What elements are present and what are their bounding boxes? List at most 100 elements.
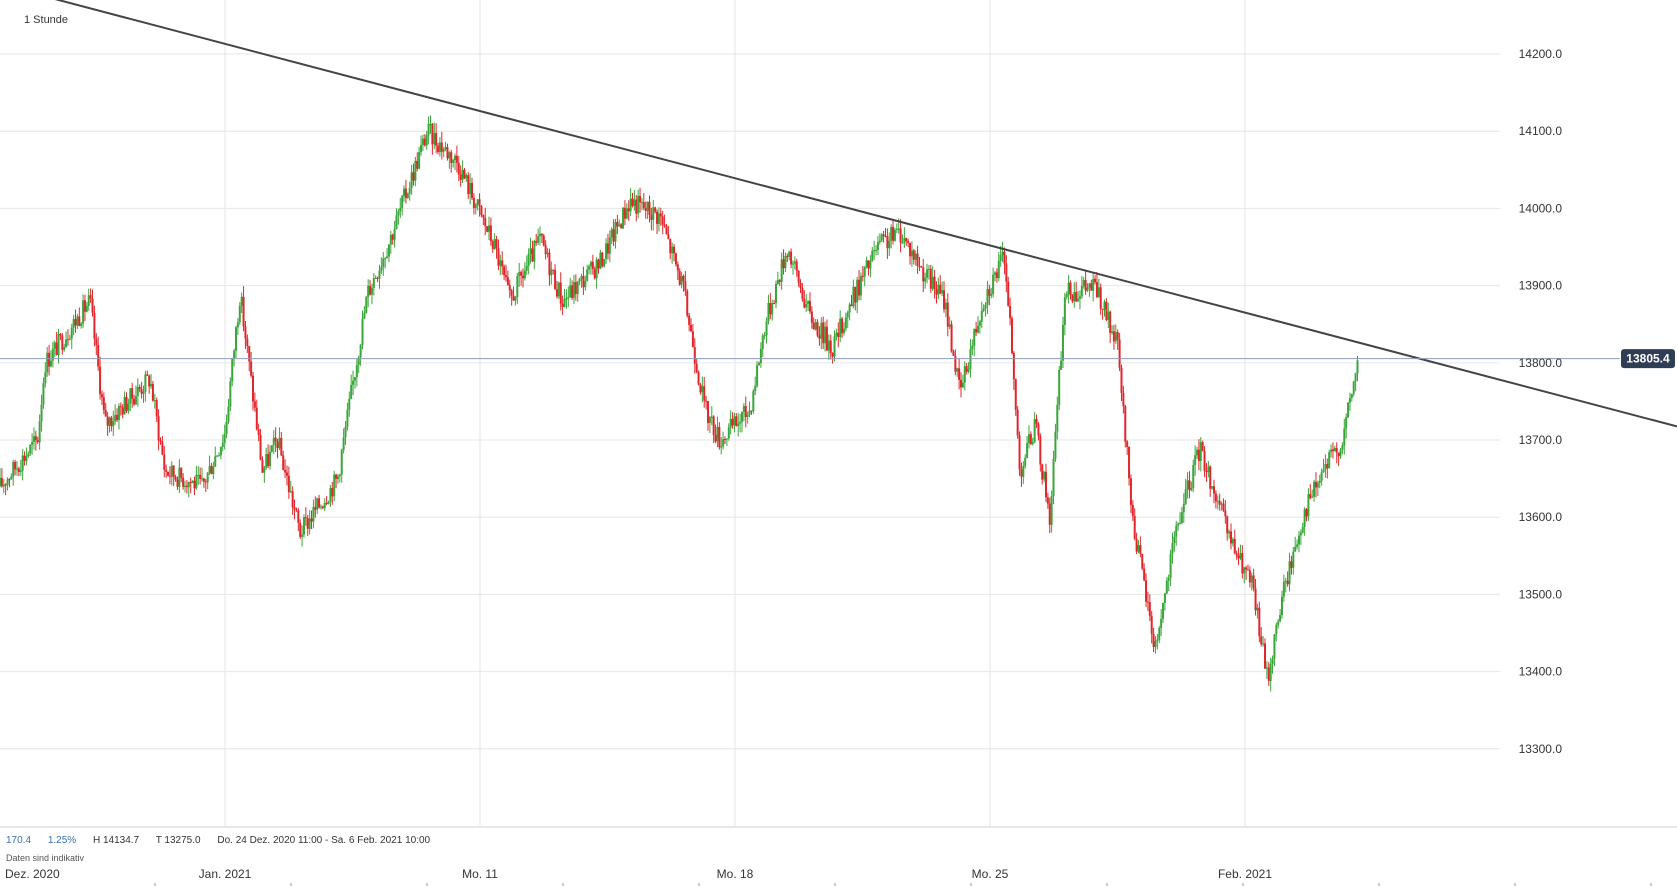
- candle-body: [1294, 546, 1297, 552]
- candle-body: [80, 323, 83, 326]
- candle-body: [1241, 553, 1244, 574]
- candle-body: [370, 287, 373, 295]
- candle-body: [421, 138, 424, 145]
- candle-body: [1095, 282, 1098, 298]
- candle-body: [444, 147, 447, 150]
- low-value: T 13275.0: [155, 835, 201, 846]
- candle-body: [395, 215, 398, 229]
- candle-body: [1288, 561, 1291, 585]
- candle-body: [506, 277, 509, 286]
- candle-body: [304, 517, 307, 519]
- candle-body: [1139, 545, 1142, 554]
- candle-body: [461, 169, 464, 180]
- candle-body: [825, 326, 828, 351]
- candle-body: [718, 426, 721, 448]
- candle-body: [1267, 667, 1270, 681]
- candle-body: [943, 290, 946, 310]
- candle-body: [803, 299, 806, 308]
- candle-body: [36, 440, 39, 443]
- candle-body: [1322, 469, 1325, 473]
- candle-body: [737, 423, 740, 426]
- candle-body: [1031, 442, 1034, 445]
- candle-body: [1165, 580, 1168, 594]
- candle-body: [414, 160, 417, 181]
- candle-body: [174, 476, 177, 480]
- candle-body: [705, 400, 708, 402]
- stats-bar: 170.4 1.25% H 14134.7 T 13275.0 Do. 24 D…: [6, 835, 444, 846]
- candle-body: [1309, 494, 1312, 498]
- candle-body: [378, 270, 381, 279]
- candle-body: [899, 228, 902, 243]
- y-tick-label: 13600.0: [1519, 510, 1563, 524]
- candle-body: [1163, 593, 1166, 604]
- candle-body: [1135, 538, 1138, 552]
- candle-body: [1084, 279, 1087, 291]
- candle-body: [724, 439, 727, 441]
- x-tick-label: Mo. 18: [717, 867, 754, 881]
- candle-body: [218, 455, 221, 457]
- candle-body: [471, 183, 474, 198]
- candle-body: [978, 321, 981, 326]
- candle-body: [1356, 360, 1359, 374]
- candle-body: [301, 534, 304, 537]
- candle-body: [204, 481, 207, 483]
- candle-body: [1354, 373, 1357, 382]
- candle-body: [824, 326, 827, 344]
- candle-body: [452, 159, 455, 163]
- candle-body: [961, 382, 964, 388]
- candle-body: [593, 268, 596, 279]
- candle-body: [897, 228, 900, 230]
- candle-body: [637, 195, 640, 214]
- candle-body: [552, 269, 555, 271]
- candle-body: [63, 346, 66, 350]
- candle-body: [814, 322, 817, 330]
- candle-body: [1137, 545, 1140, 552]
- candle-body: [284, 469, 287, 473]
- candle-body: [1109, 311, 1112, 333]
- candle-body: [574, 282, 577, 295]
- candle-body: [1230, 531, 1233, 544]
- candle-body: [567, 296, 570, 299]
- candle-body: [1075, 292, 1078, 302]
- candle-body: [325, 502, 328, 504]
- candle-body: [1337, 452, 1340, 457]
- candle-body: [21, 455, 24, 471]
- candle-body: [148, 375, 151, 387]
- candle-body: [59, 334, 62, 336]
- candle-body: [572, 282, 575, 298]
- candle-body: [431, 123, 434, 145]
- candle-body: [1065, 293, 1068, 298]
- candle-body: [369, 285, 372, 295]
- candle-body: [1297, 535, 1300, 545]
- candle-body: [982, 308, 985, 311]
- candle-body: [191, 480, 194, 483]
- candle-body: [733, 416, 736, 426]
- candle-body: [180, 467, 183, 478]
- candle-body: [19, 470, 22, 472]
- candle-body: [533, 240, 536, 262]
- candle-body: [812, 322, 815, 330]
- candle-body: [1078, 296, 1081, 299]
- candle-body: [1282, 581, 1285, 597]
- candle-body: [335, 474, 338, 479]
- candle-body: [1039, 435, 1042, 465]
- candle-body: [924, 277, 927, 282]
- candle-body: [631, 198, 634, 206]
- candle-body: [125, 396, 128, 411]
- candle-body: [406, 193, 409, 198]
- candle-body: [299, 523, 302, 537]
- candle-body: [380, 266, 383, 271]
- candle-body: [1120, 367, 1123, 393]
- candle-body: [214, 456, 217, 467]
- candle-body: [606, 243, 609, 254]
- candle-body: [608, 237, 611, 254]
- candle-body: [531, 248, 534, 262]
- candle-body: [538, 233, 541, 237]
- candle-body: [576, 281, 579, 295]
- candle-body: [1213, 486, 1216, 494]
- candle-body: [1094, 278, 1097, 283]
- y-tick-label: 14200.0: [1519, 47, 1563, 61]
- grid-lines: [0, 0, 1677, 828]
- candle-body: [818, 335, 821, 339]
- candle-body: [1330, 449, 1333, 453]
